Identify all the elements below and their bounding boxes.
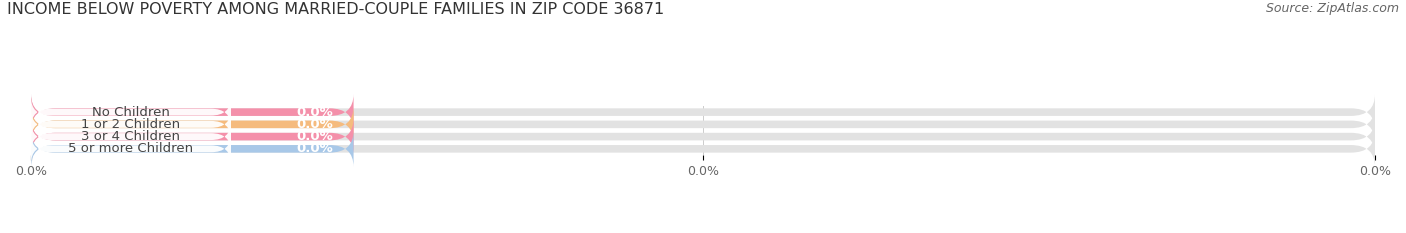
- FancyBboxPatch shape: [31, 131, 1375, 167]
- Text: INCOME BELOW POVERTY AMONG MARRIED-COUPLE FAMILIES IN ZIP CODE 36871: INCOME BELOW POVERTY AMONG MARRIED-COUPL…: [7, 2, 664, 17]
- Text: 5 or more Children: 5 or more Children: [69, 142, 194, 155]
- FancyBboxPatch shape: [31, 122, 231, 151]
- FancyBboxPatch shape: [31, 106, 353, 143]
- FancyBboxPatch shape: [31, 94, 1375, 130]
- FancyBboxPatch shape: [31, 118, 353, 155]
- FancyBboxPatch shape: [31, 118, 1375, 155]
- Text: 1 or 2 Children: 1 or 2 Children: [82, 118, 180, 131]
- Text: 3 or 4 Children: 3 or 4 Children: [82, 130, 180, 143]
- Text: 0.0%: 0.0%: [297, 118, 333, 131]
- Text: No Children: No Children: [91, 106, 170, 119]
- FancyBboxPatch shape: [31, 110, 231, 139]
- Text: 0.0%: 0.0%: [297, 142, 333, 155]
- Text: 0.0%: 0.0%: [297, 130, 333, 143]
- FancyBboxPatch shape: [31, 106, 1375, 143]
- FancyBboxPatch shape: [31, 131, 353, 167]
- Text: 0.0%: 0.0%: [297, 106, 333, 119]
- FancyBboxPatch shape: [31, 97, 231, 127]
- FancyBboxPatch shape: [31, 134, 231, 164]
- FancyBboxPatch shape: [31, 94, 353, 130]
- Text: Source: ZipAtlas.com: Source: ZipAtlas.com: [1265, 2, 1399, 15]
